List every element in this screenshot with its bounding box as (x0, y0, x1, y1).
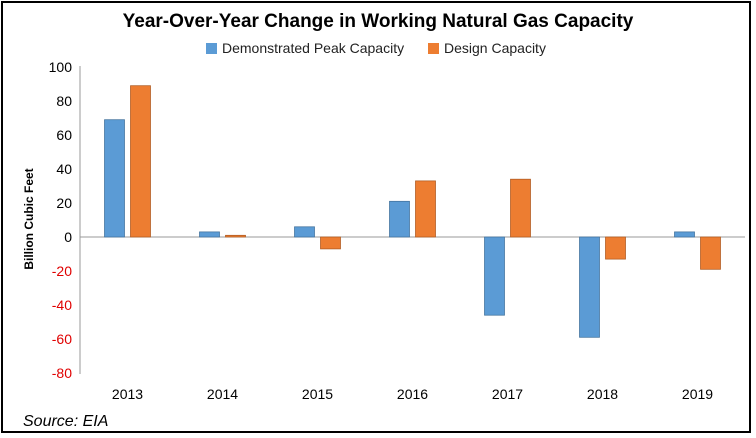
chart-title: Year-Over-Year Change in Working Natural… (123, 11, 634, 32)
x-tick-label: 2017 (492, 386, 523, 402)
chart-frame: Year-Over-Year Change in Working Natural… (1, 1, 751, 433)
y-tick-label: 40 (56, 161, 72, 177)
y-tick-label: 0 (64, 229, 72, 245)
bar-design-2015 (320, 236, 341, 250)
bar-design-2018 (605, 236, 626, 260)
y-axis-ticks: 100 80 60 40 20 0 -20 -40 -60 -80 (49, 59, 73, 381)
chart: Year-Over-Year Change in Working Natural… (22, 11, 745, 430)
y-tick-label: -40 (52, 297, 72, 313)
y-tick-label: 100 (49, 59, 73, 75)
y-tick-label: 60 (56, 127, 72, 143)
bar-design-2013 (130, 85, 151, 238)
bar-demonstrated-peak-2015 (294, 226, 315, 238)
bar-design-2014 (225, 234, 246, 238)
legend-label-demonstrated-peak: Demonstrated Peak Capacity (222, 40, 404, 56)
x-tick-label: 2016 (397, 386, 428, 402)
legend-label-design: Design Capacity (444, 40, 546, 56)
bar-demonstrated-peak-2014 (199, 231, 220, 238)
legend: Demonstrated Peak Capacity Design Capaci… (206, 40, 546, 56)
x-tick-label: 2014 (207, 386, 238, 402)
bar-demonstrated-peak-2017 (484, 236, 505, 316)
legend-swatch-design (428, 43, 439, 54)
bar-design-2019 (700, 236, 721, 270)
y-axis-label: Billion Cubic Feet (22, 168, 36, 269)
x-tick-label: 2013 (112, 386, 143, 402)
y-tick-label: -80 (52, 365, 72, 381)
source-note: Source: EIA (23, 413, 108, 430)
legend-swatch-demonstrated-peak (206, 43, 217, 54)
bar-demonstrated-peak-2018 (579, 236, 600, 338)
x-tick-label: 2019 (682, 386, 713, 402)
bar-design-2016 (415, 180, 436, 238)
x-axis-ticks: 2013 2014 2015 2016 2017 2018 2019 (112, 386, 713, 402)
y-tick-label: -20 (52, 263, 72, 279)
bars (104, 85, 721, 338)
bar-demonstrated-peak-2019 (674, 231, 695, 238)
x-tick-label: 2015 (302, 386, 333, 402)
y-tick-label: 80 (56, 93, 72, 109)
bar-design-2017 (510, 178, 531, 238)
y-tick-label: 20 (56, 195, 72, 211)
bar-demonstrated-peak-2016 (389, 200, 410, 238)
y-tick-label: -60 (52, 331, 72, 347)
bar-demonstrated-peak-2013 (104, 119, 125, 238)
x-tick-label: 2018 (587, 386, 618, 402)
